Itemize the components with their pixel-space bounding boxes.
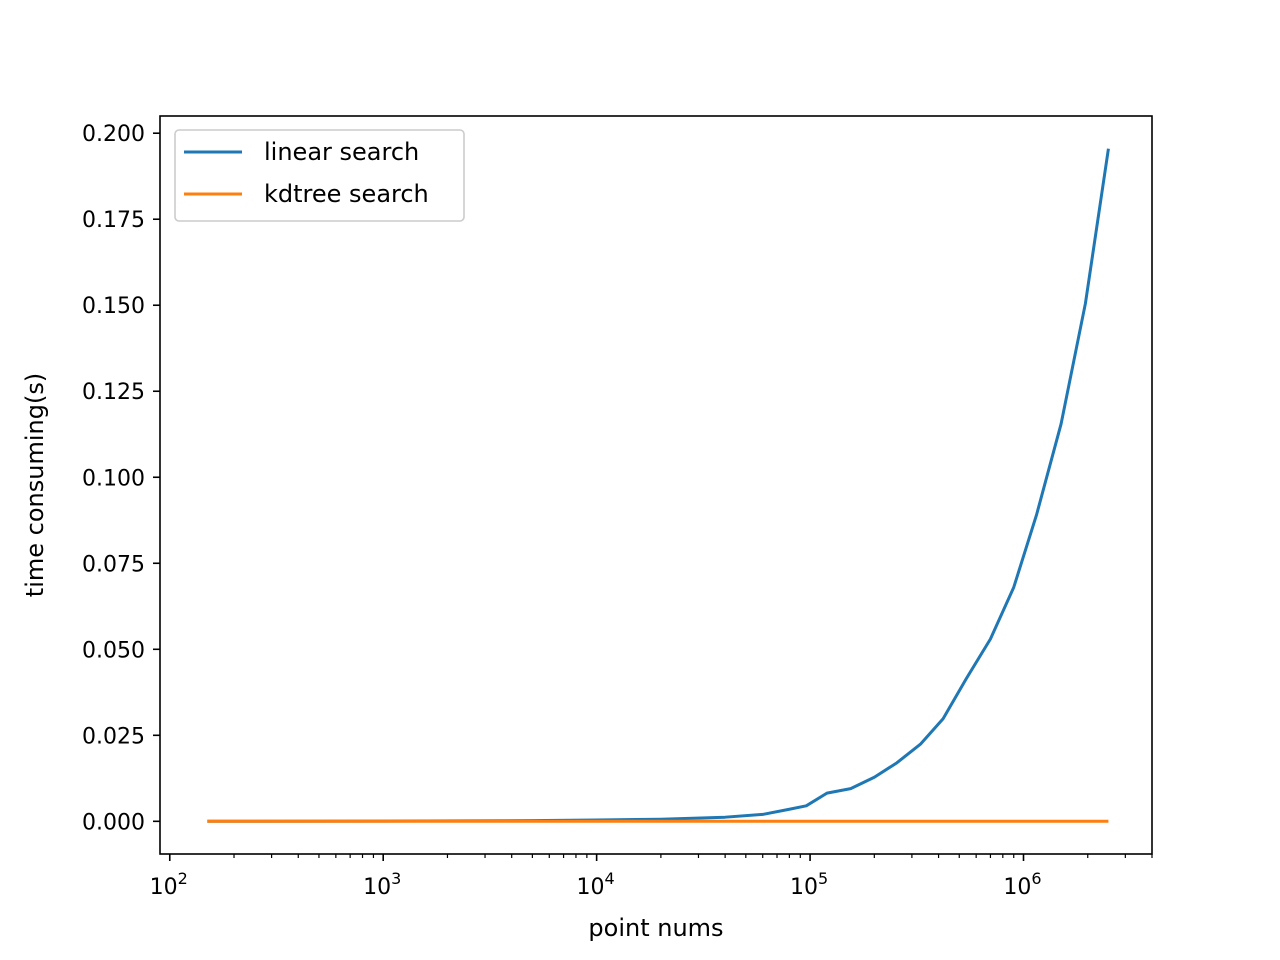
x-tick-label-base-2: 10 xyxy=(577,875,605,900)
y-tick-label-6: 0.150 xyxy=(82,294,145,319)
y-tick-label-7: 0.175 xyxy=(82,208,145,233)
x-tick-label-1: 103 xyxy=(363,869,401,900)
x-tick-label-base-3: 10 xyxy=(790,875,818,900)
legend: linear search kdtree search xyxy=(174,129,465,222)
y-tick-label-0: 0.000 xyxy=(82,810,145,835)
y-tick-label-4: 0.100 xyxy=(82,466,145,491)
x-tick-label-2: 104 xyxy=(577,869,615,900)
x-tick-label-exp-3: 5 xyxy=(818,869,828,888)
x-axis-ticks: 102 103 104 105 106 xyxy=(150,854,1153,900)
x-tick-label-4: 106 xyxy=(1003,869,1041,900)
series-line-linear-search xyxy=(207,148,1110,823)
legend-label-kdtree-search: kdtree search xyxy=(264,180,429,208)
x-tick-label-exp-0: 2 xyxy=(178,869,188,888)
y-tick-label-3: 0.075 xyxy=(82,552,145,577)
x-axis-label: point nums xyxy=(588,914,723,942)
x-tick-label-exp-2: 4 xyxy=(605,869,615,888)
y-tick-label-8: 0.200 xyxy=(82,122,145,147)
series-layer xyxy=(207,148,1110,823)
y-tick-label-2: 0.050 xyxy=(82,638,145,663)
y-tick-label-1: 0.025 xyxy=(82,724,145,749)
x-tick-label-3: 105 xyxy=(790,869,828,900)
x-tick-label-base-0: 10 xyxy=(150,875,178,900)
legend-box xyxy=(174,129,465,222)
legend-label-linear-search: linear search xyxy=(264,138,419,166)
x-tick-label-exp-4: 6 xyxy=(1031,869,1041,888)
x-tick-label-exp-1: 3 xyxy=(391,869,401,888)
x-tick-label-base-1: 10 xyxy=(363,875,391,900)
plot-frame xyxy=(159,115,1153,855)
y-axis-ticks: 0.000 0.025 0.050 0.075 0.100 0.125 0.150 0.175… xyxy=(82,122,160,835)
x-tick-label-0: 102 xyxy=(150,869,188,900)
x-tick-label-base-4: 10 xyxy=(1003,875,1031,900)
y-tick-label-5: 0.125 xyxy=(82,380,145,405)
y-axis-label: time consuming(s) xyxy=(21,373,49,597)
